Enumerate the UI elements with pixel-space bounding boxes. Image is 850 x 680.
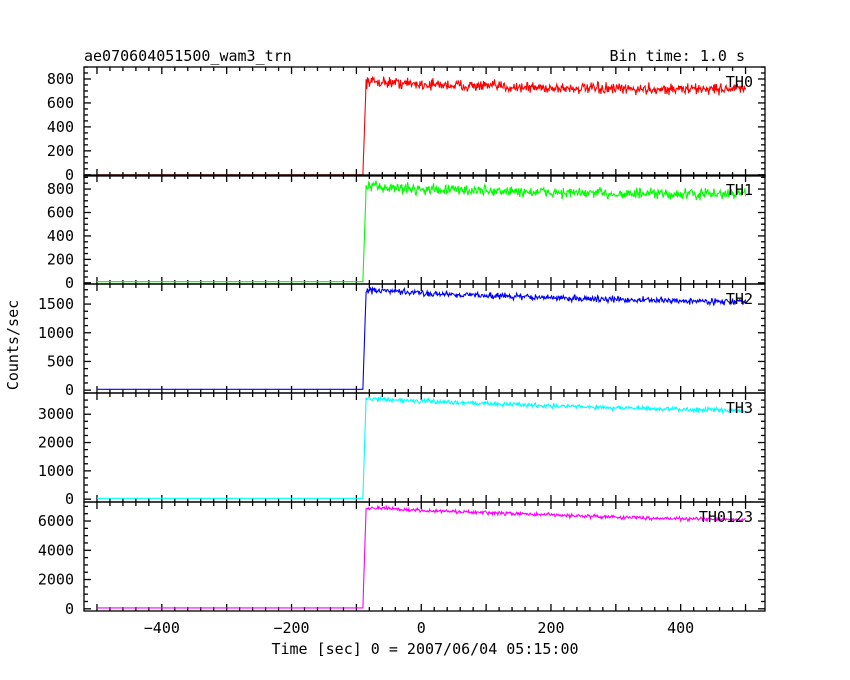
series-line-th2 [97,286,747,390]
x-tick-label: 0 [417,619,426,637]
y-tick-label: 0 [65,600,74,618]
series-label: TH0123 [699,508,753,526]
panel-th0: 0 200 400 600 800 TH0 [47,66,766,184]
series-label: TH2 [726,290,753,308]
x-axis-label: Time [sec] 0 = 2007/06/04 05:15:00 [271,640,578,658]
series-label: TH1 [726,181,753,199]
y-tick-label: 0 [65,274,74,292]
y-tick-label: 0 [65,490,74,508]
y-tick-label: 3000 [38,405,74,423]
y-tick-label: 200 [47,142,74,160]
bin-time-label: Bin time: 1.0 s [610,47,745,65]
series-line-th0 [97,75,747,176]
series-label: TH0 [726,73,753,91]
series-line-th0123 [97,504,746,609]
series-label: TH3 [726,399,753,417]
y-tick-label: 400 [47,118,74,136]
series-line-th3 [97,396,746,499]
panels-group: 0 200 400 600 800 TH0 0 200 400 600 800 TH1 0 500 1000… [38,66,766,637]
x-tick-label: −400 [144,619,180,637]
y-tick-label: 800 [47,180,74,198]
panel-th3: 0 1000 2000 3000 TH3 [38,392,766,508]
y-tick-label: 2000 [38,434,74,452]
y-tick-label: 1000 [38,324,74,342]
y-axis-label: Counts/sec [4,300,22,390]
y-tick-label: 600 [47,94,74,112]
y-tick-label: 800 [47,70,74,88]
y-tick-label: 1500 [38,295,74,313]
y-tick-label: 4000 [38,541,74,559]
x-tick-label: −200 [273,619,309,637]
y-tick-label: 600 [47,204,74,222]
y-tick-label: 200 [47,250,74,268]
panel-frame [83,501,766,612]
y-tick-label: 500 [47,352,74,370]
x-tick-label: 200 [537,619,564,637]
x-tick-label: 400 [667,619,694,637]
y-tick-label: 6000 [38,512,74,530]
y-tick-label: 400 [47,227,74,245]
panel-th1: 0 200 400 600 800 TH1 [47,174,766,292]
panel-th2: 0 500 1000 1500 TH2 [38,283,766,399]
plot-title: ae070604051500_wam3_trn [84,47,292,65]
y-tick-label: 1000 [38,462,74,480]
panel-th0123: 0 2000 4000 6000 TH0123 [38,501,766,618]
y-tick-label: 0 [65,381,74,399]
y-tick-label: 2000 [38,571,74,589]
y-tick-label: 0 [65,166,74,184]
series-line-th1 [97,180,747,283]
